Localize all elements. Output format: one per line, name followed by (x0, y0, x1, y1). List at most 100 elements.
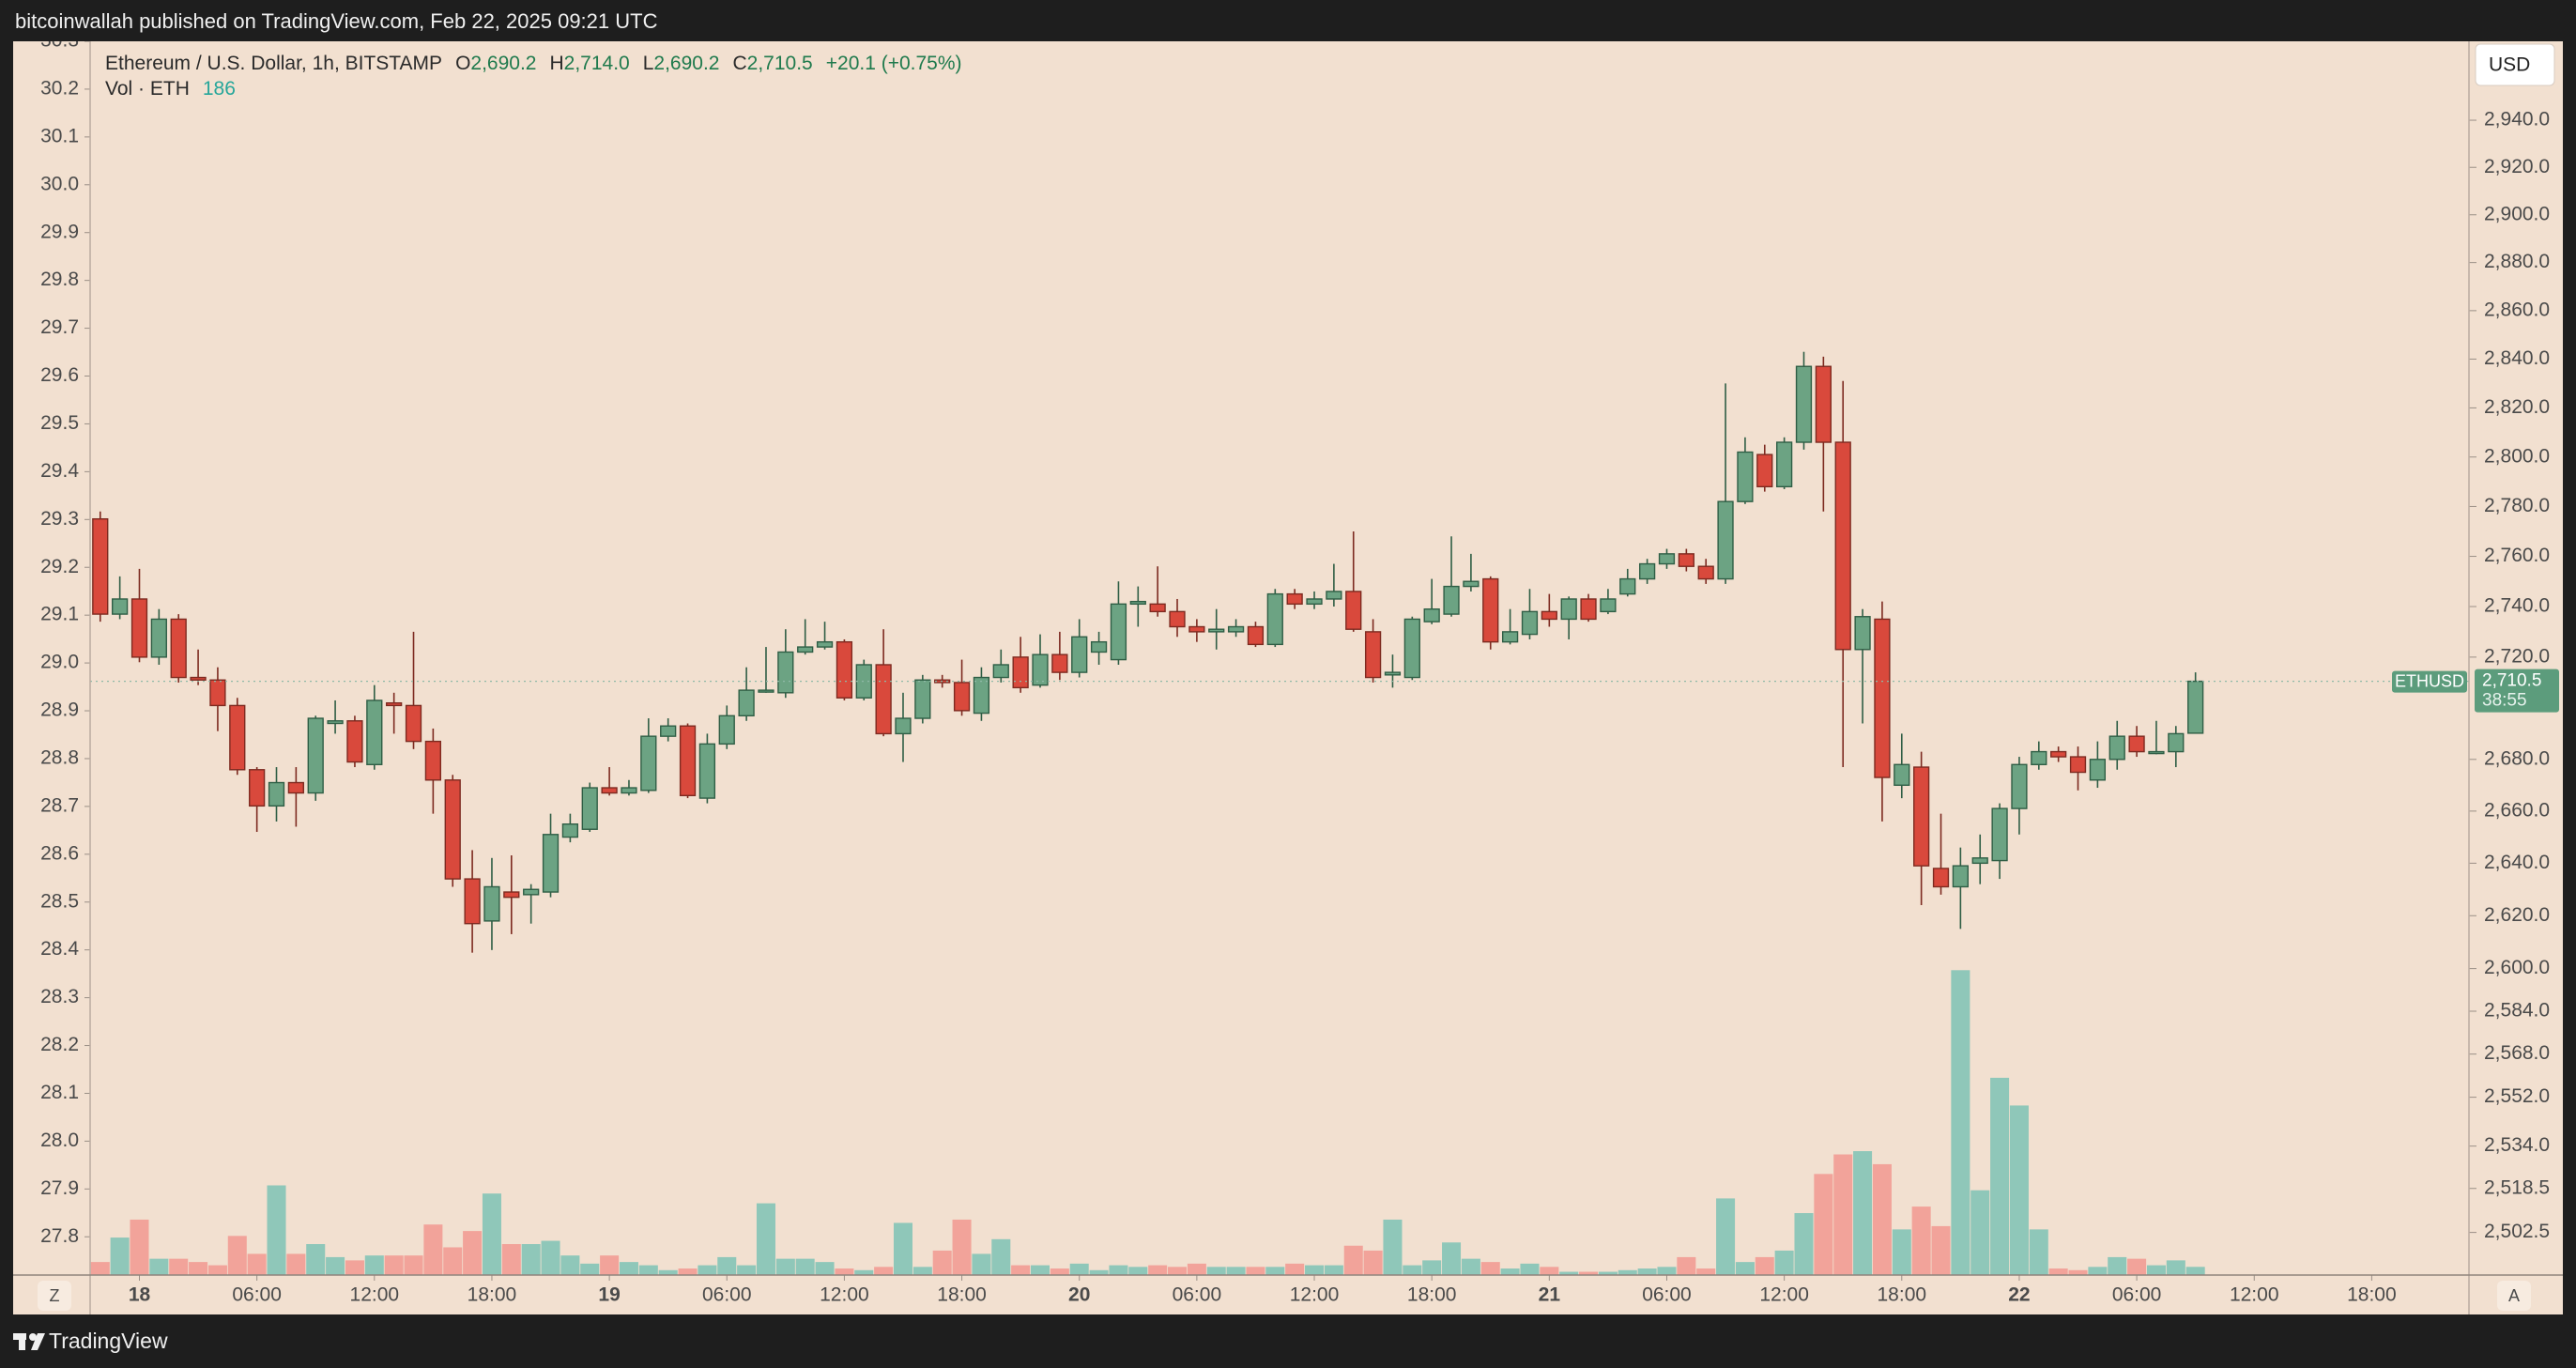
volume-bar (717, 1256, 737, 1275)
y-tick-label: 2,780.0 (2484, 495, 2550, 516)
x-tick-label: 18:00 (1878, 1284, 1927, 1306)
candle-body (130, 598, 148, 658)
candle-body (1071, 636, 1088, 673)
price-tag-label: 2,710.5 (2482, 671, 2541, 691)
candle-body (992, 664, 1009, 679)
volume-bar (306, 1244, 326, 1275)
symbol-tag (2392, 670, 2467, 693)
volume-bar (169, 1258, 189, 1275)
volume-bar (1520, 1263, 1540, 1275)
candle-body (1971, 857, 1988, 865)
volume-bar (2146, 1265, 2166, 1275)
candle-body (424, 740, 442, 781)
candle-body (816, 640, 834, 648)
volume-bar (698, 1265, 717, 1275)
candle-body (170, 618, 187, 679)
x-tick-label: 06:00 (1642, 1284, 1692, 1306)
candle-body (1384, 671, 1402, 676)
volume-bar (247, 1253, 267, 1275)
volume-bar (1755, 1256, 1774, 1275)
candle-body (1521, 610, 1539, 636)
candle-body (601, 787, 618, 794)
y2-tick-label: 30.0 (40, 173, 79, 194)
scale-button-label[interactable]: Z (50, 1286, 60, 1305)
volume-bar (619, 1262, 638, 1275)
x-tick-label: 06:00 (1173, 1284, 1222, 1306)
logo-part (29, 1333, 37, 1341)
y2-tick-label: 28.9 (40, 699, 79, 721)
volume-bar (326, 1256, 345, 1275)
header-text: bitcoinwallah published on TradingView.c… (15, 9, 658, 33)
logo-part (31, 1333, 45, 1350)
volume-bar (1422, 1260, 1442, 1275)
candle-body (1129, 600, 1146, 606)
candle-body (523, 888, 540, 896)
x-tick-label: 12:00 (350, 1284, 400, 1306)
volume-bar (90, 1262, 110, 1275)
volume-bar (2108, 1256, 2127, 1275)
volume-bar (1657, 1267, 1677, 1275)
volume-bar (2009, 1105, 2029, 1275)
volume-bar (815, 1262, 835, 1275)
volume-bar (1148, 1265, 1168, 1275)
candle-body (1854, 616, 1871, 651)
y2-tick-label: 30.1 (40, 125, 79, 146)
candle-body (1737, 451, 1754, 502)
volume-bar (2127, 1258, 2147, 1275)
candle-body (1894, 763, 1910, 786)
currency-button[interactable] (2475, 43, 2555, 86)
candle-body (1638, 562, 1656, 580)
y-tick-label: 2,820.0 (2484, 396, 2550, 418)
candle-body (1463, 580, 1480, 588)
volume-bar (1735, 1262, 1755, 1275)
volume-bar (1246, 1267, 1265, 1275)
candle-body (307, 717, 324, 794)
candle-body (405, 704, 422, 743)
volume-bar (482, 1193, 501, 1275)
volume-bar (1343, 1245, 1363, 1275)
candle-body (386, 701, 403, 707)
plot-area (90, 351, 2469, 1275)
y2-tick-label: 28.1 (40, 1082, 79, 1103)
volume-bar (1363, 1250, 1383, 1275)
symbol-tag-label: ETHUSD (2395, 671, 2464, 690)
volume-bar (1324, 1265, 1343, 1275)
volume-bar (149, 1258, 169, 1275)
volume-bar (1226, 1267, 1246, 1275)
candle-body (1874, 618, 1891, 778)
footer-bar (0, 1314, 2576, 1368)
candle-body (209, 679, 226, 707)
y-tick-label: 2,880.0 (2484, 251, 2550, 272)
y2-tick-label: 28.2 (40, 1034, 79, 1055)
x-tick-label: 21 (1539, 1284, 1561, 1306)
candle-body (895, 717, 912, 735)
volume-bar (1206, 1267, 1226, 1275)
volume-value: 186 (203, 78, 236, 100)
y-tick-label: 2,534.0 (2484, 1134, 2550, 1156)
volume-bar (1050, 1268, 1069, 1275)
volume-bar (737, 1265, 757, 1275)
scale-button[interactable] (38, 1281, 71, 1311)
currency-button-label[interactable]: USD (2489, 54, 2530, 76)
auto-button-label[interactable]: A (2508, 1286, 2520, 1305)
candle-body (2108, 735, 2125, 761)
volume-bar (1598, 1271, 1618, 1275)
x-tick-label: 18 (129, 1284, 151, 1306)
header-bar (0, 0, 2576, 41)
volume-bar (1128, 1267, 1148, 1275)
candle-body (679, 725, 697, 797)
volume-bar (1774, 1250, 1794, 1275)
y2-tick-label: 29.0 (40, 652, 79, 673)
volume-bar (1696, 1268, 1716, 1275)
candle-body (1110, 603, 1127, 661)
candle-body (1208, 628, 1225, 633)
y2-tick-label: 30.2 (40, 77, 79, 99)
candle-body (640, 735, 657, 792)
y2-tick-label: 28.3 (40, 986, 79, 1007)
candle-body (1345, 591, 1362, 630)
volume-bar (972, 1253, 991, 1275)
candle-body (2148, 750, 2165, 755)
volume-bar (1559, 1271, 1579, 1275)
auto-button[interactable] (2497, 1281, 2531, 1311)
y2-tick-label: 29.2 (40, 556, 79, 577)
